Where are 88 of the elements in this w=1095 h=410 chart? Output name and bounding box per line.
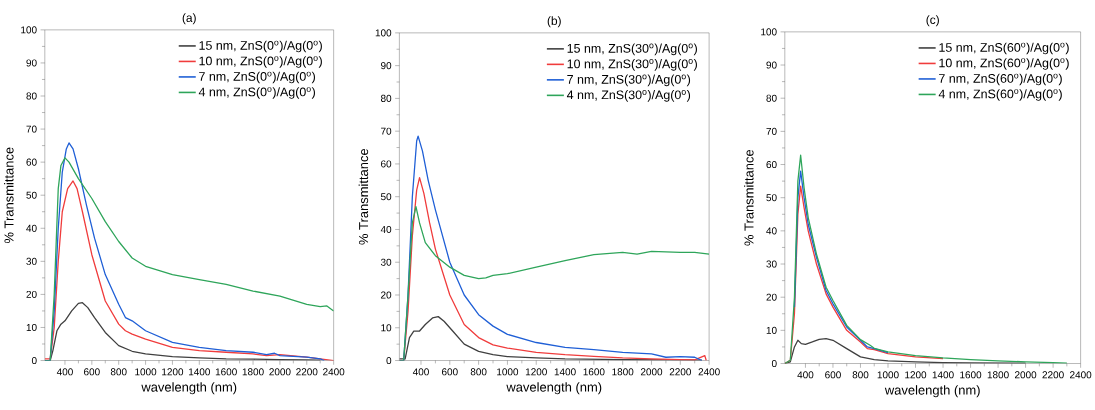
y-tick-label: 70 (26, 125, 37, 133)
x-tick-label: 2000 (1015, 371, 1037, 379)
x-tick-label: 800 (852, 371, 869, 379)
y-tick-label: 40 (380, 225, 392, 233)
x-tick-label: 2000 (269, 368, 291, 376)
legend-label: 15 nm, ZnS(30$^{o}$)/Ag(0$^{o}$) (567, 43, 697, 56)
x-tick-label: 1800 (987, 371, 1009, 379)
y-tick-label: 0 (386, 356, 392, 364)
chart-title: (a) (182, 13, 196, 25)
y-tick-label: 40 (766, 227, 777, 235)
y-tick-label: 60 (26, 158, 37, 166)
y-tick-label: 40 (26, 224, 37, 232)
x-tick-label: 600 (441, 368, 458, 376)
x-tick-label: 1600 (583, 368, 605, 376)
y-tick-label: 90 (381, 61, 392, 69)
x-tick-label: 1400 (932, 371, 954, 379)
y-tick-label: 70 (766, 127, 777, 135)
y-tick-label: 0 (771, 359, 777, 367)
y-tick-label: 80 (380, 94, 392, 102)
y-tick-label: 100 (21, 26, 37, 34)
legend-label: 7 nm, ZnS(60$^{o}$)/Ag(0$^{o}$) (939, 73, 1062, 86)
x-tick-label: 2400 (1070, 371, 1092, 379)
legend-label: 7 nm, ZnS(30$^{o}$)/Ag(0$^{o}$) (567, 74, 691, 87)
x-tick-label: 2400 (698, 368, 720, 376)
chart-title: (b) (547, 16, 561, 28)
y-axis-title: % Transmittance (744, 149, 754, 246)
line-series (784, 154, 1068, 364)
x-tick-label: 1000 (135, 368, 157, 376)
x-tick-label: 1600 (960, 371, 982, 379)
y-tick-label: 10 (381, 324, 392, 332)
chart-title: (c) (926, 15, 939, 27)
y-tick-label: 80 (26, 92, 37, 100)
x-tick-label: 1000 (497, 368, 519, 376)
y-axis-title: % Transmittance (4, 147, 14, 243)
x-tick-label: 1000 (877, 371, 899, 379)
y-tick-label: 60 (766, 160, 777, 168)
x-tick-label: 2200 (669, 368, 691, 376)
x-tick-label: 1800 (612, 368, 634, 376)
x-tick-label: 600 (84, 368, 100, 376)
x-tick-label: 1800 (242, 368, 264, 376)
y-tick-label: 30 (766, 260, 777, 268)
y-tick-label: 90 (26, 59, 37, 67)
y-tick-label: 50 (380, 193, 392, 201)
legend-label: 15 nm, ZnS(60$^{o}$)/Ag(0$^{o}$) (939, 42, 1069, 55)
x-tick-label: 1200 (162, 368, 184, 376)
x-tick-label: 400 (797, 371, 814, 379)
x-tick-label: 1600 (215, 368, 237, 376)
legend-label: 4 nm, ZnS(30$^{o}$)/Ag(0$^{o}$) (566, 89, 691, 102)
x-tick-label: 1400 (188, 368, 210, 376)
y-tick-label: 70 (381, 127, 392, 135)
x-tick-label: 2400 (323, 368, 345, 376)
legend-label: 15 nm, ZnS(0$^{o}$)/Ag(0$^{o}$) (199, 40, 322, 53)
x-tick-label: 600 (825, 371, 841, 379)
y-tick-label: 20 (26, 290, 37, 298)
y-tick-label: 100 (375, 29, 392, 37)
y-tick-label: 10 (26, 323, 37, 331)
x-tick-label: 2200 (296, 368, 318, 376)
x-axis-title: wavelength (nm) (141, 382, 237, 395)
legend-label: 4 nm, ZnS(0$^{o}$)/Ag(0$^{o}$) (198, 87, 315, 99)
y-tick-label: 80 (766, 94, 777, 102)
legend-label: 10 nm, ZnS(30$^{o}$)/Ag(0$^{o}$) (567, 58, 697, 71)
legend-label: 10 nm, ZnS(0$^{o}$)/Ag(0$^{o}$) (199, 56, 322, 68)
legend-label: 7 nm, ZnS(0$^{o}$)/Ag(0$^{o}$) (199, 71, 315, 84)
y-tick-label: 20 (381, 291, 392, 299)
y-tick-label: 100 (761, 28, 777, 36)
x-tick-label: 400 (56, 368, 73, 376)
y-tick-label: 30 (26, 257, 37, 265)
x-axis-title: wavelength (nm) (506, 382, 602, 395)
y-tick-label: 60 (381, 160, 392, 168)
legend-label: 10 nm, ZnS(60$^{o}$)/Ag(0$^{o}$) (939, 58, 1069, 70)
y-tick-label: 50 (26, 191, 37, 199)
x-tick-label: 800 (470, 368, 487, 376)
y-tick-label: 90 (766, 61, 777, 69)
y-tick-label: 20 (766, 293, 777, 301)
x-tick-label: 800 (110, 368, 127, 376)
y-tick-label: 50 (766, 194, 777, 202)
x-tick-label: 1200 (905, 371, 927, 379)
x-tick-label: 2200 (1042, 371, 1064, 379)
x-tick-label: 2000 (640, 368, 663, 376)
x-tick-label: 1200 (525, 368, 547, 376)
y-tick-label: 10 (766, 326, 777, 334)
y-tick-label: 0 (31, 356, 37, 364)
y-tick-label: 30 (380, 258, 392, 266)
x-axis-title: wavelength (nm) (884, 385, 980, 398)
x-tick-label: 1400 (554, 368, 576, 376)
legend-label: 4 nm, ZnS(60$^{o}$)/Ag(0$^{o}$) (938, 89, 1062, 101)
x-tick-label: 400 (412, 368, 429, 376)
y-axis-title: % Transmittance (358, 148, 369, 245)
